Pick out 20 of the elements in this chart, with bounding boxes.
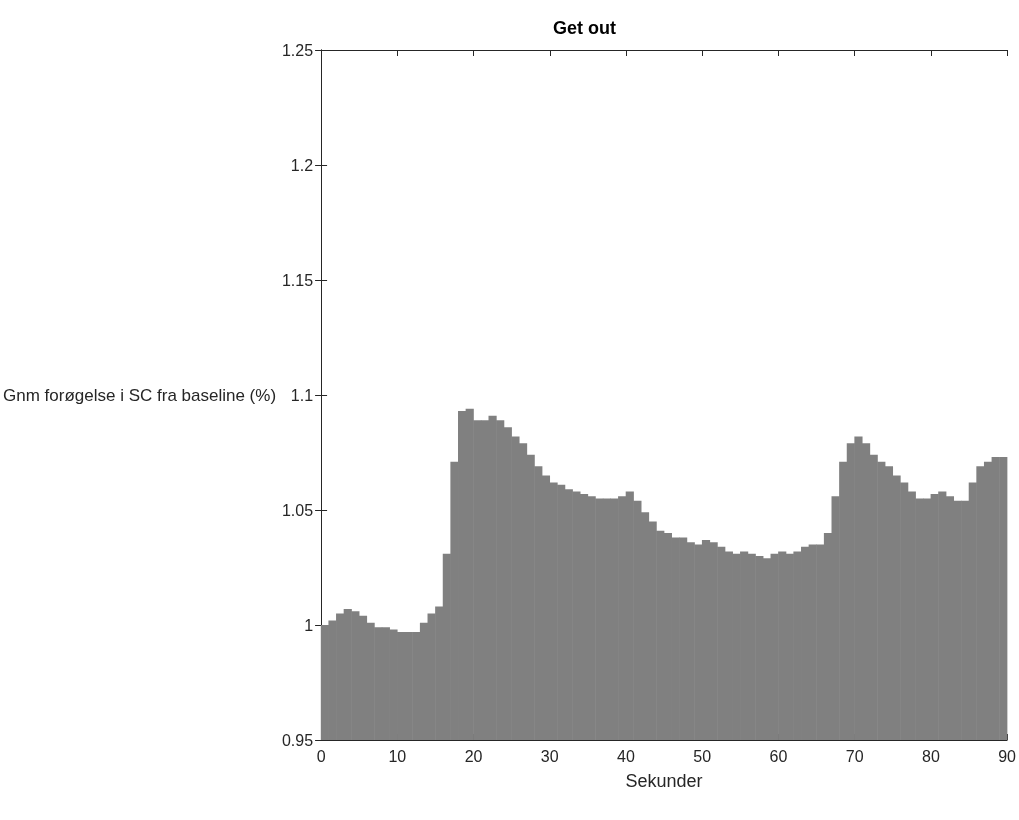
x-tick-label: 30 (540, 747, 559, 765)
y-tick-label: 1.2 (290, 156, 314, 174)
x-tick-label: 10 (388, 747, 407, 765)
y-tick-label: 1.1 (290, 386, 314, 404)
x-axis-title: Sekunder (625, 771, 703, 791)
y-tick-label: 1.25 (281, 41, 314, 59)
y-tick-label: 1 (304, 616, 314, 634)
x-tick-label: 50 (693, 747, 712, 765)
y-tick-label: 1.05 (281, 501, 314, 519)
x-tick-label: 20 (464, 747, 483, 765)
y-tick-label: 0.95 (281, 731, 314, 749)
x-tick-label: 60 (769, 747, 788, 765)
x-tick-label: 90 (998, 747, 1017, 765)
x-tick-label: 40 (617, 747, 635, 765)
y-axis-title: Gnm forøgelse i SC fra baseline (%) (3, 385, 277, 405)
x-tick-label: 0 (316, 747, 326, 765)
x-tick-label: 80 (921, 747, 940, 765)
x-tick-label: 70 (845, 747, 864, 765)
chart-title: Get out (553, 18, 616, 38)
y-tick-label: 1.15 (281, 271, 314, 289)
